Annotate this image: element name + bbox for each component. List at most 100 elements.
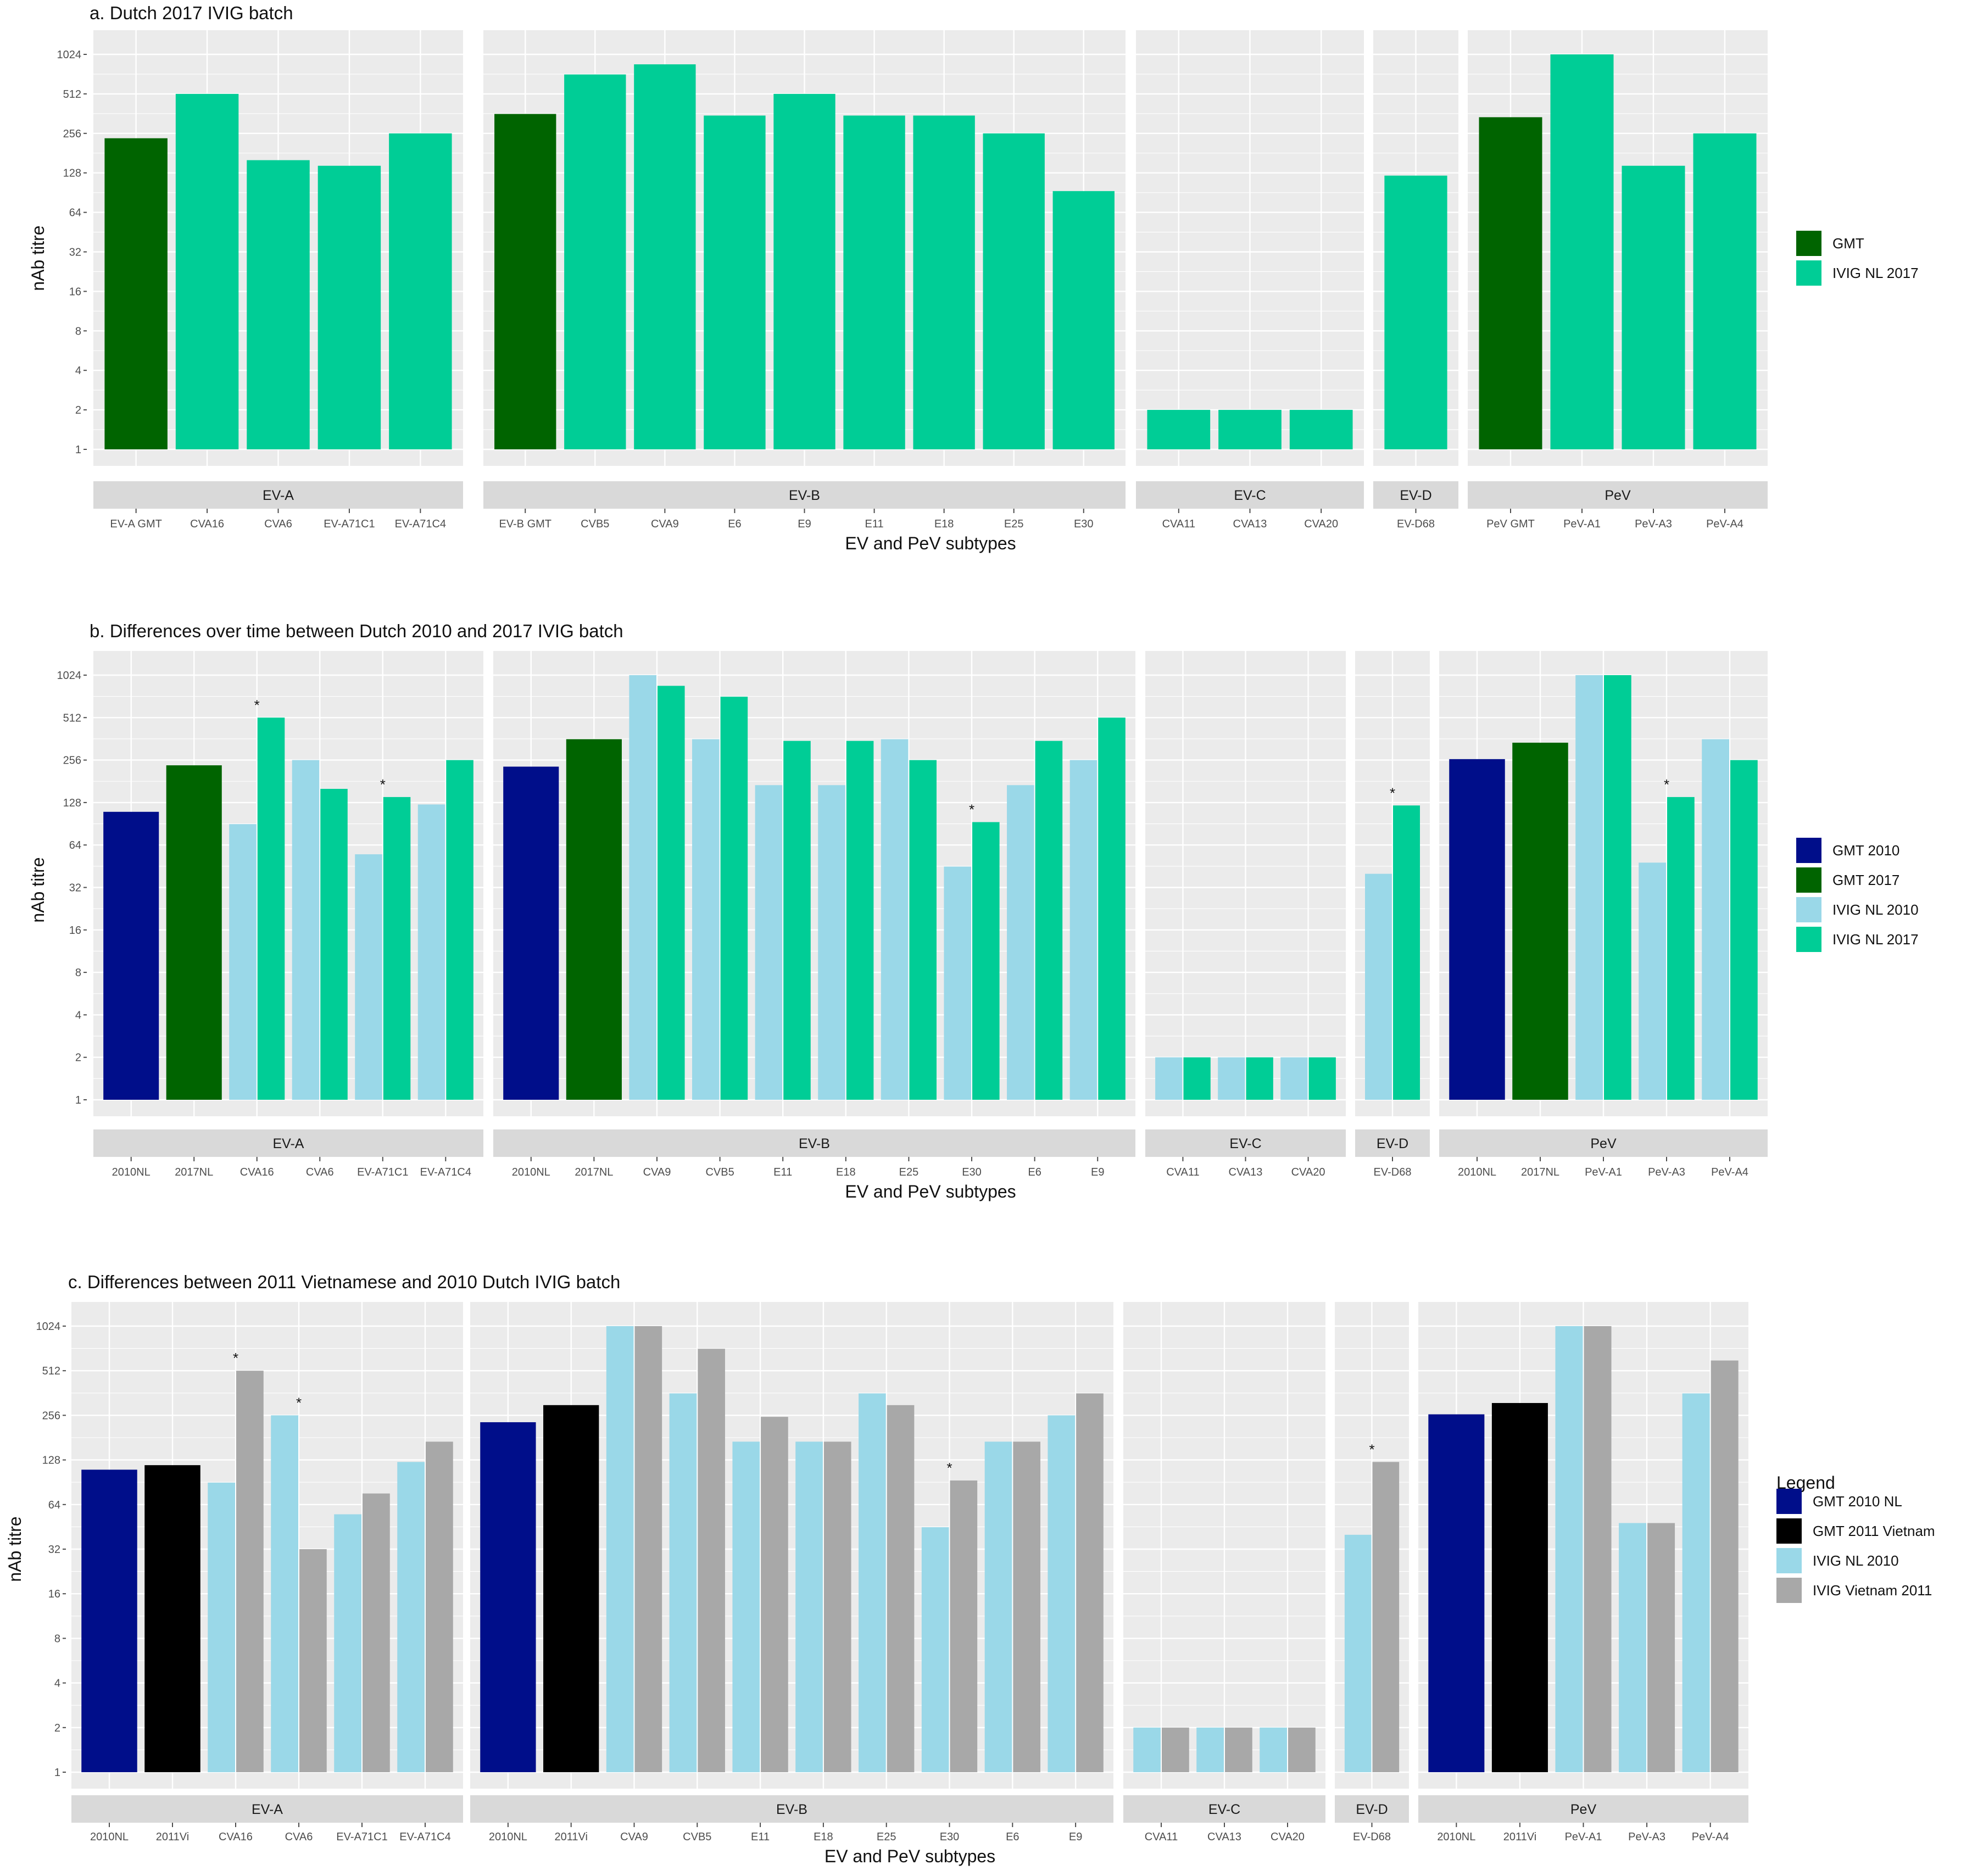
significance-star: * [1390,784,1395,801]
x-tick-label: 2010NL [90,1831,129,1843]
y-axis-title: nAb titre [28,857,48,922]
x-tick-label: PeV-A1 [1565,1831,1602,1843]
bar-ev-a71c4 [397,1462,425,1772]
bar-cva16 [236,1371,264,1772]
facet-ev-d: * EV-D68 EV-D [1335,1302,1409,1843]
x-tick-label: E6 [1006,1831,1019,1843]
bar-2010nl [1449,759,1505,1100]
facet-strip-label: EV-B [799,1136,830,1151]
bar-e30 [944,866,972,1100]
facet-ev-c: CVA11 CVA13 CVA20 EV-C [1136,30,1364,530]
x-tick-label: E18 [836,1166,856,1178]
x-tick-label: CVA20 [1304,518,1338,530]
bar-2010nl [503,766,559,1100]
x-tick-label: EV-B GMT [499,518,551,530]
bar-2010nl [480,1422,536,1772]
x-tick-label: EV-D68 [1374,1166,1412,1178]
x-tick-label: CVA6 [285,1831,313,1843]
bar-pev-a1 [1575,675,1603,1100]
x-tick-label: 2010NL [1458,1166,1496,1178]
x-tick-label: E25 [1004,518,1024,530]
bar-e11 [783,741,811,1100]
bar-2011vi [144,1465,200,1772]
bar-pev-a3 [1667,797,1695,1100]
bar-cva11 [1183,1057,1211,1100]
facet-strip-label: EV-B [776,1802,807,1817]
panel-b: b. Differences over time between Dutch 2… [28,621,1919,1201]
x-tick-label: PeV-A1 [1585,1166,1622,1178]
x-tick-label: PeV-A3 [1648,1166,1685,1178]
bar-pev-a1 [1550,54,1614,449]
y-tick-label: 16 [69,286,81,298]
x-tick-label: 2010NL [112,1166,151,1178]
bar-ev-a-gmt [104,138,168,449]
bar-pev-a1 [1604,675,1631,1100]
legend-swatch [1796,927,1821,952]
bar-ev-d68 [1372,1462,1400,1772]
legend-swatch [1776,1578,1802,1603]
facet-ev-a: EV-A GMT CVA16 CVA6 EV-A71C1 EV-A71C4 EV-A [93,30,463,530]
facet-strip-label: EV-C [1208,1802,1240,1817]
panel-a-title: a. Dutch 2017 IVIG batch [90,3,293,23]
legend-swatch [1796,897,1821,922]
y-tick-label: 128 [42,1455,60,1467]
bar-2017nl [166,765,222,1100]
bar-e30 [972,822,1000,1100]
y-tick-label: 128 [63,168,81,180]
bar-e9 [773,93,835,449]
facet-strip [93,1129,483,1157]
x-tick-label: PeV-A3 [1628,1831,1665,1843]
bar-cva9 [634,1326,662,1772]
x-tick-label: CVB5 [683,1831,711,1843]
facet-strip [1335,1795,1409,1823]
y-tick-label: 2 [75,1052,81,1064]
bar-cva11 [1147,410,1211,449]
bar-pev-a3 [1619,1523,1647,1772]
x-tick-label: 2011Vi [156,1831,189,1843]
bar-e6 [1035,741,1063,1100]
facet-strip-label: EV-C [1229,1136,1261,1151]
y-tick-label: 4 [75,365,81,377]
y-tick-label: 64 [69,207,81,219]
bar-cva11 [1162,1727,1189,1772]
significance-star: * [969,801,974,818]
bar-e30 [950,1480,978,1772]
x-tick-label: E6 [1028,1166,1041,1178]
bar-cva6 [292,760,320,1100]
bar-cva6 [271,1415,298,1772]
facet-strip [1468,481,1768,509]
bar-2011vi [1491,1402,1548,1772]
x-tick-label: EV-A GMT [110,518,161,530]
x-tick-label: 2011Vi [554,1831,587,1843]
y-axis-title: nAb titre [5,1516,25,1582]
x-tick-label: PeV GMT [1486,518,1535,530]
panel-a: a. Dutch 2017 IVIG batch nAb titre 1 2 4 8 16 3… [28,3,1919,553]
bar-cvb5 [669,1393,697,1772]
facet-strip [93,481,463,509]
bar-2010nl [103,811,159,1100]
x-tick-label: E11 [751,1831,770,1843]
y-tick-label: 2 [75,404,81,416]
bar-cva9 [606,1326,634,1772]
legend-swatch [1776,1518,1802,1544]
bar-e18 [795,1441,823,1772]
legend-swatch [1796,838,1821,863]
bar-ev-a71c4 [426,1441,453,1772]
legend-b: GMT 2010 GMT 2017 IVIG NL 2010 IVIG NL 2017 [1796,838,1919,952]
facet-ev-b: EV-B GMT CVB5 CVA9 E6 E9 E11 E18 E25 E30 EV-B [483,30,1126,530]
bar-cva9 [657,686,685,1100]
y-tick-label: 32 [69,882,81,894]
bar-cvb5 [564,74,626,449]
x-tick-label: CVA16 [240,1166,274,1178]
facet-strip-label: EV-B [789,488,820,503]
bar-e11 [761,1417,788,1772]
y-tick-label: 1 [75,1094,81,1106]
x-tick-label: E18 [814,1831,833,1843]
y-tick-label: 2 [54,1722,60,1734]
x-tick-label: EV-A71C4 [420,1166,471,1178]
legend-swatch [1796,231,1821,256]
legend-label: IVIG NL 2010 [1813,1552,1899,1569]
x-tick-label: EV-D68 [1353,1831,1391,1843]
facet-ev-a: 2010NL 2017NL * CVA16 CVA6 * EV-A71C1 EV-A71C4 E… [93,651,483,1178]
